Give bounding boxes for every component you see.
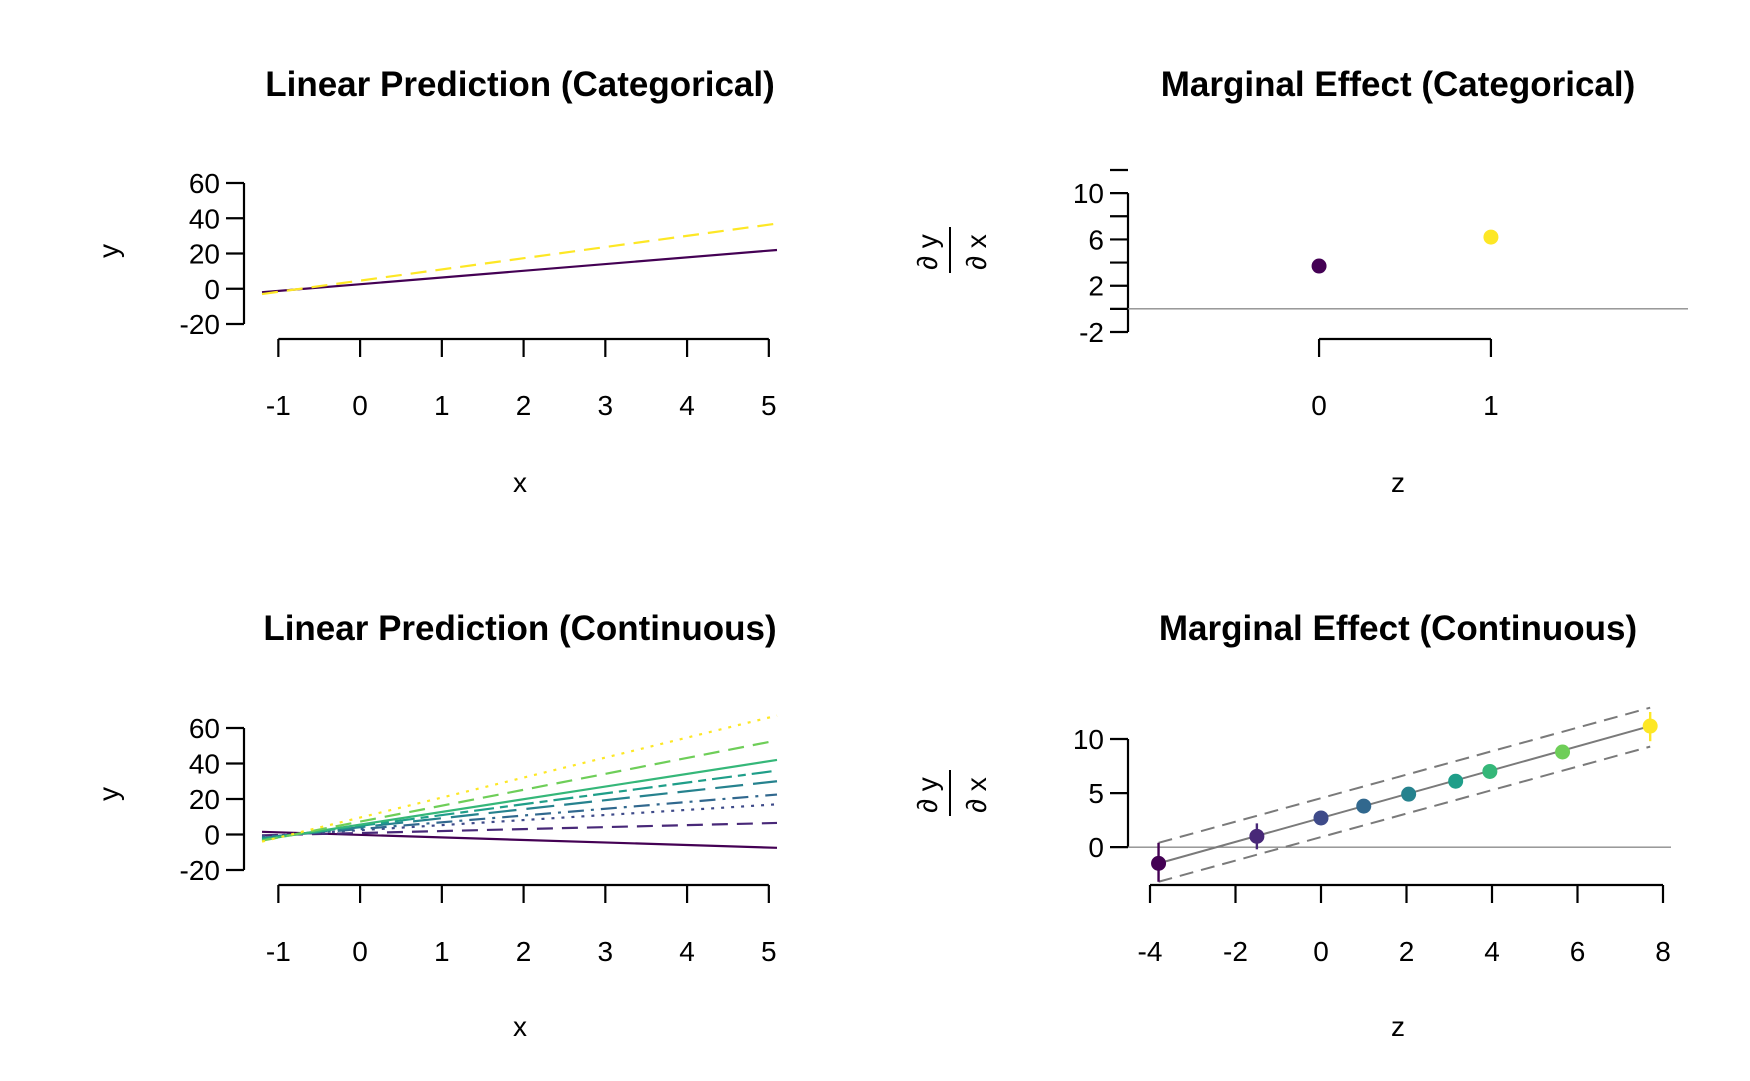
x-axis-label: z [1391,467,1405,498]
x-tick-label: 1 [434,936,450,967]
plot-area: -20 0 20 40 60 -1 0 1 2 3 4 5 [180,713,778,967]
series-line-0 [261,830,778,849]
y-tick-label: 0 [204,820,220,851]
x-axis-label: x [513,1011,527,1042]
y-axis-label-fraction: ∂ y ∂ x [912,770,992,816]
chart-title: Linear Prediction (Continuous) [263,609,776,648]
plot-area: 0 5 10 -4 -2 0 2 4 6 8 [1073,706,1671,967]
point-0 [1311,258,1327,274]
chart-title: Linear Prediction (Categorical) [265,65,775,104]
y-axis-label: y [93,787,124,801]
x-axis-label: z [1391,1011,1405,1042]
chart-title: Marginal Effect (Continuous) [1159,609,1637,648]
y-tick-label: 60 [189,713,220,744]
series-line-6 [261,758,778,841]
point-3 [1356,798,1372,814]
series-line-1 [261,222,778,296]
x-tick-label: 2 [1399,936,1415,967]
x-tick-label: -1 [266,936,291,967]
y-tick-label: -20 [180,309,220,340]
x-tick-label: -2 [1223,936,1248,967]
point-6 [1482,763,1498,779]
x-tick-label: 5 [761,936,777,967]
x-tick-label: 4 [679,390,695,421]
y-axis-label: y [93,244,124,258]
y-tick-label: 20 [189,239,220,270]
x-tick-label: 0 [1311,390,1327,421]
x-tick-label: 1 [1483,390,1499,421]
series-line-3 [261,793,778,839]
series-line-1 [261,821,778,837]
point-1 [1483,229,1499,245]
x-tick-label: 5 [761,390,777,421]
panel-linear-prediction-categorical: Linear Prediction (Categorical) x y -20 0… [93,65,778,498]
x-tick-label: 0 [352,936,368,967]
y-axis-label-numerator: ∂ y [912,234,943,270]
chart-title: Marginal Effect (Categorical) [1161,65,1636,104]
point-7 [1555,744,1571,760]
x-tick-label: 2 [516,936,532,967]
y-tick-label: 10 [1073,178,1104,209]
x-tick-label: -4 [1138,936,1163,967]
x-tick-label: 2 [516,390,532,421]
x-tick-label: 3 [598,936,614,967]
point-0 [1151,855,1167,871]
panel-marginal-effect-continuous: Marginal Effect (Continuous) z ∂ y ∂ x 0… [912,609,1671,1042]
y-tick-label: 5 [1088,778,1104,809]
x-tick-label: 1 [434,390,450,421]
y-tick-label: 6 [1088,224,1104,255]
point-5 [1448,773,1464,789]
panel-marginal-effect-categorical: Marginal Effect (Categorical) z ∂ y ∂ x … [912,65,1688,498]
point-4 [1401,786,1417,802]
y-axis-label-fraction: ∂ y ∂ x [912,227,992,273]
plot-area: -2 2 6 10 0 1 [1073,168,1688,421]
plot-area: -20 0 20 40 60 -1 0 1 2 3 4 5 [180,168,778,421]
series-line-7 [261,739,778,842]
x-tick-label: 3 [598,390,614,421]
point-8 [1642,718,1658,734]
ci-upper-line [1158,706,1651,844]
y-tick-label: 0 [204,274,220,305]
x-axis-label: x [513,467,527,498]
y-tick-label: -2 [1079,317,1104,348]
point-1 [1249,828,1265,844]
y-tick-label: -20 [180,855,220,886]
y-tick-label: 0 [1088,832,1104,863]
y-tick-label: 40 [189,749,220,780]
x-tick-label: 0 [352,390,368,421]
point-2 [1313,810,1329,826]
x-tick-label: 0 [1313,936,1329,967]
panel-linear-prediction-continuous: Linear Prediction (Continuous) x y -20 0 2… [93,609,778,1042]
y-axis-label-denominator: ∂ x [961,234,992,270]
y-tick-label: 10 [1073,724,1104,755]
y-axis-label-numerator: ∂ y [912,777,943,813]
y-tick-label: 2 [1088,271,1104,302]
y-tick-label: 60 [189,168,220,199]
x-tick-label: -1 [266,390,291,421]
y-tick-label: 40 [189,203,220,234]
series-line-8 [261,714,778,843]
x-tick-label: 8 [1655,936,1671,967]
x-tick-label: 4 [1484,936,1500,967]
x-tick-label: 6 [1570,936,1586,967]
x-tick-label: 4 [679,936,695,967]
y-axis-label-denominator: ∂ x [961,777,992,813]
series-line-0 [261,248,778,294]
y-tick-label: 20 [189,784,220,815]
ci-lower-line [1158,745,1651,883]
